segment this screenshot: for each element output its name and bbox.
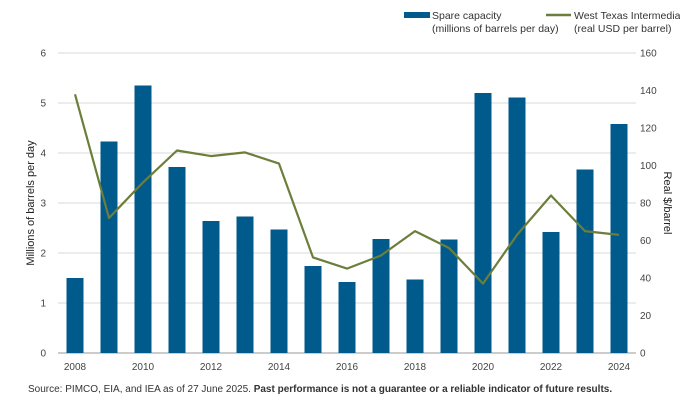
legend: Spare capacity (millions of barrels per … — [404, 10, 680, 35]
legend-spare-capacity-line2: (millions of barrels per day) — [432, 23, 559, 35]
x-tick-label: 2012 — [200, 362, 223, 373]
combo-chart: 2008 2010 2012 2014 2016 2018 2020 2022 2024 012… — [25, 10, 680, 373]
left-tick-label: 2 — [40, 249, 46, 260]
bar-2019 — [440, 239, 458, 353]
bar-2018 — [406, 279, 424, 353]
x-tick-label: 2020 — [472, 362, 495, 373]
left-tick-label: 4 — [40, 149, 46, 160]
right-axis-label: Real $/barrel — [661, 172, 673, 235]
bar-2010 — [134, 85, 152, 353]
bar-2015 — [304, 266, 322, 353]
x-tick-label: 2022 — [540, 362, 563, 373]
legend-wti-line1: West Texas Intermediate — [574, 10, 680, 22]
bar-2020 — [474, 93, 492, 353]
bar-2012 — [202, 221, 220, 353]
legend-spare-capacity-line1: Spare capacity — [432, 10, 502, 22]
bar-2011 — [168, 167, 186, 353]
bar-2008 — [66, 278, 84, 353]
spare-capacity-bars — [66, 85, 628, 353]
x-axis-ticks: 2008 2010 2012 2014 2016 2018 2020 2022 2024 — [64, 362, 631, 373]
bar-2013 — [236, 216, 254, 353]
x-tick-label: 2016 — [336, 362, 359, 373]
wti-polyline — [73, 94, 620, 285]
legend-swatch-spare-capacity — [404, 12, 430, 18]
bar-2014 — [270, 229, 288, 353]
gridlines — [58, 52, 636, 354]
bar-2024 — [610, 124, 628, 353]
right-axis-ticks: 0 20 40 60 80 100 120 140 160 — [640, 49, 657, 360]
x-tick-label: 2024 — [608, 362, 631, 373]
right-tick-label: 40 — [640, 274, 652, 285]
legend-wti-line2: (real USD per barrel) — [574, 23, 671, 35]
x-tick-label: 2014 — [268, 362, 291, 373]
x-tick-label: 2018 — [404, 362, 427, 373]
right-tick-label: 160 — [640, 49, 657, 60]
right-tick-label: 20 — [640, 311, 652, 322]
left-tick-label: 6 — [40, 49, 46, 60]
right-tick-label: 0 — [640, 349, 646, 360]
x-tick-label: 2010 — [132, 362, 155, 373]
left-tick-label: 5 — [40, 99, 46, 110]
source-note: Source: PIMCO, EIA, and IEA as of 27 Jun… — [28, 384, 612, 395]
right-tick-label: 140 — [640, 86, 657, 97]
right-tick-label: 120 — [640, 124, 657, 135]
bar-2016 — [338, 282, 356, 353]
left-axis-ticks: 0 1 2 3 4 5 6 — [40, 49, 46, 360]
left-tick-label: 0 — [40, 349, 46, 360]
bar-2009 — [100, 141, 118, 353]
wti-line — [73, 94, 620, 285]
bar-2022 — [542, 232, 560, 353]
left-tick-label: 1 — [40, 299, 46, 310]
disclaimer-text: Past performance is not a guarantee or a… — [253, 384, 613, 395]
right-tick-label: 80 — [640, 199, 652, 210]
left-tick-label: 3 — [40, 199, 46, 210]
bar-2017 — [372, 239, 390, 353]
bar-2021 — [508, 97, 526, 353]
right-tick-label: 100 — [640, 161, 657, 172]
left-axis-label: Millions of barrels per day — [25, 140, 37, 266]
x-tick-label: 2008 — [64, 362, 87, 373]
right-tick-label: 60 — [640, 236, 652, 247]
source-text: Source: PIMCO, EIA, and IEA as of 27 Jun… — [28, 384, 251, 395]
bar-2023 — [576, 169, 594, 353]
